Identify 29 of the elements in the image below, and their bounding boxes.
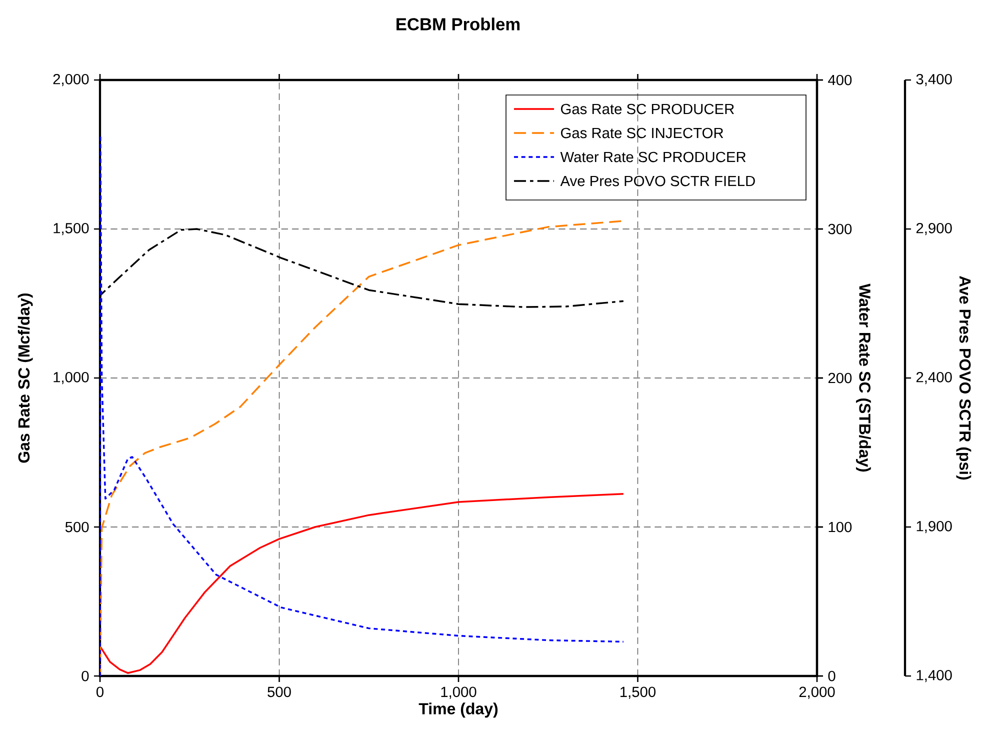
y2-tick-label: 0 (828, 670, 836, 682)
y3-tick-label: 2,900 (916, 222, 952, 236)
line-series (100, 493, 624, 674)
legend-label: Gas Rate SC INJECTOR (561, 128, 724, 138)
y-tick-label: 1,000 (54, 372, 89, 384)
y3-tick-label: 3,400 (916, 74, 952, 86)
y3-tick-label: 2,400 (916, 372, 952, 384)
y2-axis-title: Water Rate SC (STB/day) (856, 284, 871, 472)
x-tick-label: 2,000 (799, 686, 835, 699)
y-tick-label: 2,000 (53, 74, 89, 86)
y-tick-label: 500 (65, 522, 89, 532)
legend-label: Water Rate SC PRODUCER (560, 152, 746, 162)
y3-tick-label: 1,900 (916, 520, 952, 534)
y3-tick-label: 1,400 (916, 670, 952, 682)
x-tick-label: 500 (268, 686, 291, 698)
y-tick-label: 1,500 (54, 222, 89, 236)
y2-tick-label: 400 (828, 74, 852, 86)
x-tick-label: 1,500 (620, 686, 656, 699)
x-axis-title: Time (day) (418, 702, 498, 718)
chart-title: ECBM Problem (396, 18, 520, 30)
y2-tick-label: 200 (828, 372, 852, 384)
x-tick-label: 0 (96, 686, 104, 698)
y-axis-title: Gas Rate SC (Mcf/day) (18, 293, 33, 463)
y3-axis-title: Ave Pres POVO SCTR (psi) (956, 276, 972, 480)
legend-label: Gas Rate SC PRODUCER (561, 104, 734, 114)
y-tick-label: 0 (82, 670, 89, 682)
y2-tick-label: 300 (828, 224, 852, 234)
y2-tick-label: 100 (828, 522, 852, 532)
x-tick-label: 1,000 (441, 686, 476, 699)
